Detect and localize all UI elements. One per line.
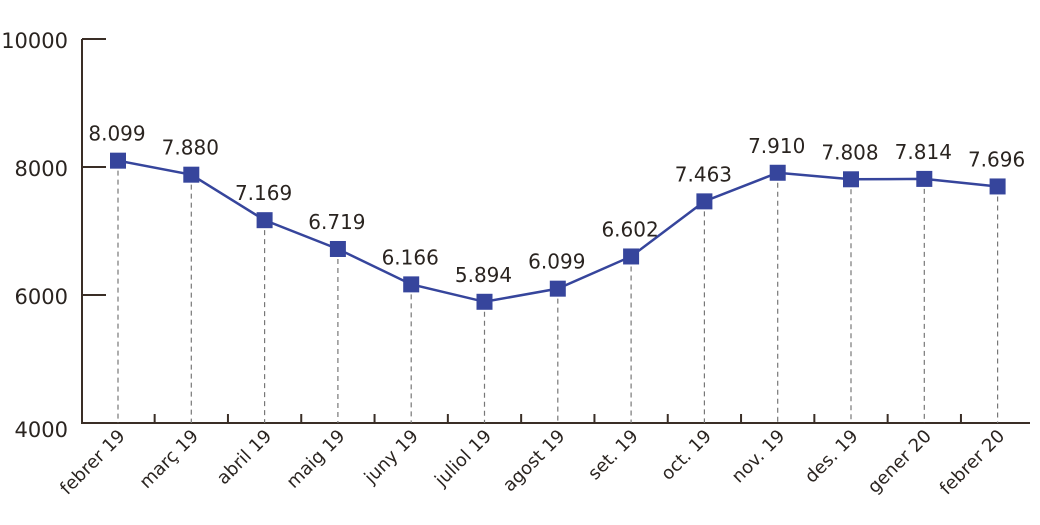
x-tick-label: juny 19 xyxy=(360,426,423,489)
y-tick-label: 10000 xyxy=(1,29,68,53)
data-label: 7.463 xyxy=(675,162,732,186)
data-label: 7.814 xyxy=(895,140,952,164)
x-tick-label: març 19 xyxy=(136,426,203,493)
data-label: 6.166 xyxy=(382,245,439,269)
data-point-marker xyxy=(769,164,786,181)
data-point-marker xyxy=(989,178,1006,195)
data-label: 8.099 xyxy=(88,122,145,146)
data-label: 5.894 xyxy=(455,263,512,287)
y-tick-label: 6000 xyxy=(15,285,68,309)
series xyxy=(110,152,1006,310)
data-point-marker xyxy=(476,293,493,310)
data-point-marker xyxy=(623,248,640,265)
data-point-marker xyxy=(549,280,566,297)
y-tick-label: 8000 xyxy=(15,157,68,181)
data-label: 7.880 xyxy=(162,136,219,160)
drop-lines xyxy=(117,170,999,423)
data-label: 6.099 xyxy=(528,250,585,274)
data-label: 6.719 xyxy=(308,210,365,234)
x-tick-label: juliol 19 xyxy=(430,426,496,492)
x-tick-label: oct. 19 xyxy=(657,426,716,485)
x-tick-label: agost 19 xyxy=(499,426,569,496)
data-point-marker xyxy=(403,276,420,293)
x-tick-label: des. 19 xyxy=(801,426,863,488)
x-tick-label: set. 19 xyxy=(584,426,643,485)
x-tick-label: febrer 20 xyxy=(936,426,1010,500)
labels: 8.099 7.880 7.169 6.719 6.166 5.894 6.099 6.602… xyxy=(88,122,1025,287)
data-point-marker xyxy=(696,193,713,210)
data-label: 7.696 xyxy=(968,147,1025,171)
data-point-marker xyxy=(843,171,859,188)
y-tick-label: 4000 xyxy=(15,418,68,442)
data-label: 7.169 xyxy=(235,181,292,205)
x-tick-label: abril 19 xyxy=(213,426,276,489)
data-point-marker xyxy=(110,152,126,169)
x-tick-label: gener 20 xyxy=(864,426,936,498)
data-point-marker xyxy=(183,166,200,183)
data-label: 7.808 xyxy=(821,140,878,164)
data-label: 7.910 xyxy=(748,134,805,158)
data-point-marker xyxy=(329,240,346,257)
x-tick-label: nov. 19 xyxy=(728,426,790,488)
data-point-marker xyxy=(916,170,933,187)
data-point-marker xyxy=(256,212,273,229)
data-label: 6.602 xyxy=(601,217,658,241)
x-tick-label: maig 19 xyxy=(283,426,350,493)
